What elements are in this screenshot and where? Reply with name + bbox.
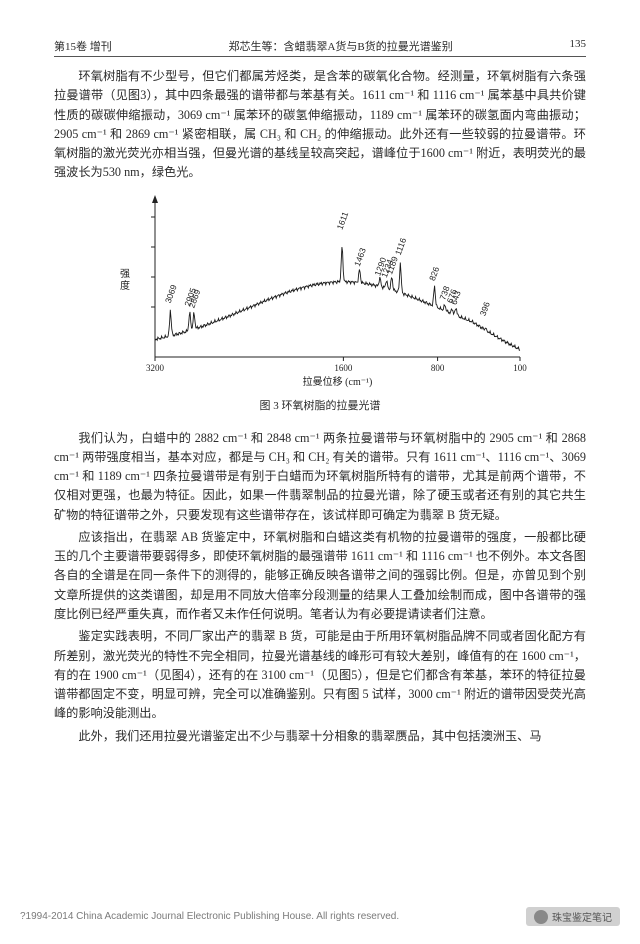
paragraph-1: 环氧树脂有不少型号，但它们都属芳烃类，是含苯的碳氧化合物。经测量，环氧树脂有六条… (54, 67, 586, 183)
raman-spectrum-chart: 32001600800100拉曼位移 (cm⁻¹)强度3069290528691… (110, 189, 530, 389)
paragraph-4: 鉴定实践表明，不同厂家出产的翡翠 B 货，可能是由于所用环氧树脂品牌不同或者固化… (54, 627, 586, 723)
svg-text:1116: 1116 (393, 236, 409, 256)
svg-text:拉曼位移 (cm⁻¹): 拉曼位移 (cm⁻¹) (303, 375, 373, 388)
watermark-text: 珠宝鉴定笔记 (552, 909, 612, 924)
watermark-badge: 珠宝鉴定笔记 (526, 907, 620, 926)
page-header: 第15卷 增刊 郑芯生等：含蜡翡翠A货与B货的拉曼光谱鉴别 135 (54, 38, 586, 57)
wechat-icon (534, 910, 548, 924)
svg-text:1189: 1189 (384, 254, 400, 275)
svg-text:1600: 1600 (334, 363, 353, 373)
svg-text:1463: 1463 (352, 246, 368, 267)
svg-text:800: 800 (431, 363, 445, 373)
svg-text:强度: 强度 (120, 268, 130, 292)
svg-text:826: 826 (427, 265, 441, 282)
svg-text:396: 396 (478, 300, 492, 317)
paragraph-3: 应该指出，在翡翠 AB 货鉴定中，环氧树脂和白蜡这类有机物的拉曼谱带的强度，一般… (54, 528, 586, 624)
header-left: 第15卷 增刊 (54, 38, 112, 54)
paragraph-5: 此外，我们还用拉曼光谱鉴定出不少与翡翠十分相象的翡翠赝品，其中包括澳洲玉、马 (54, 727, 586, 746)
figure-3: 32001600800100拉曼位移 (cm⁻¹)强度3069290528691… (54, 189, 586, 413)
svg-text:1611: 1611 (335, 210, 351, 231)
header-right: 135 (570, 38, 587, 54)
paragraph-2: 我们认为，白蜡中的 2882 cm⁻¹ 和 2848 cm⁻¹ 两条拉曼谱带与环… (54, 429, 586, 525)
copyright-text: ?1994-2014 China Academic Journal Electr… (20, 911, 399, 922)
svg-text:100: 100 (513, 363, 527, 373)
figure-3-caption: 图 3 环氧树脂的拉曼光谱 (54, 397, 586, 413)
svg-text:3200: 3200 (146, 363, 165, 373)
svg-text:3069: 3069 (163, 283, 179, 304)
page-footer: ?1994-2014 China Academic Journal Electr… (20, 907, 620, 926)
header-center: 郑芯生等：含蜡翡翠A货与B货的拉曼光谱鉴别 (228, 38, 452, 54)
